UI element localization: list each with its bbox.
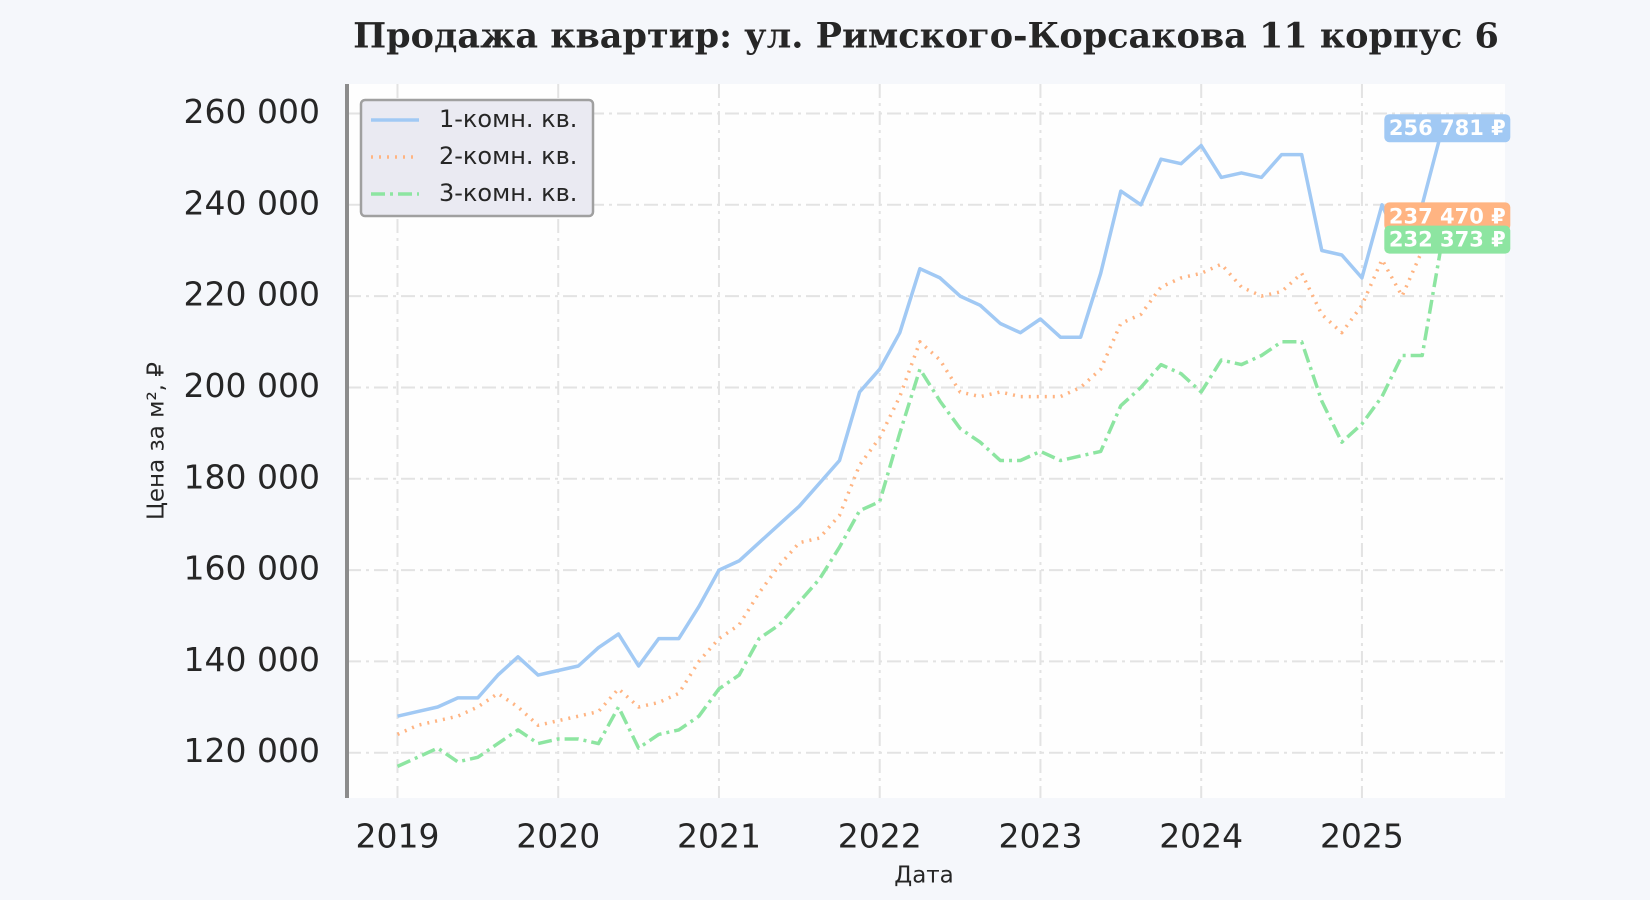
y-tick-label: 260 000 <box>184 92 320 131</box>
end-label-box <box>1384 225 1511 254</box>
legend-label: 2-комн. кв. <box>439 142 577 170</box>
x-tick-label: 2022 <box>838 817 922 856</box>
x-tick-label: 2021 <box>677 817 761 856</box>
end-label: 256 781 ₽ <box>1389 116 1506 140</box>
legend-box <box>359 98 595 218</box>
y-tick-label: 120 000 <box>184 731 320 770</box>
end-label-box <box>1384 202 1511 231</box>
y-axis-label: Цена за м², ₽ <box>144 362 170 520</box>
y-tick-label: 200 000 <box>184 366 320 405</box>
end-label: 232 373 ₽ <box>1389 228 1506 252</box>
y-tick-label: 140 000 <box>184 640 320 679</box>
x-tick-label: 2025 <box>1320 817 1404 856</box>
x-tick-label: 2020 <box>516 817 600 856</box>
chart-title: Продажа квартир: ул. Римского-Корсакова … <box>353 16 1499 57</box>
y-tick-label: 160 000 <box>184 549 320 588</box>
y-tick-label: 220 000 <box>184 275 320 314</box>
legend-label: 3-комн. кв. <box>439 179 577 207</box>
data-line <box>396 215 1444 736</box>
end-label-box <box>1384 114 1511 143</box>
y-tick-label: 180 000 <box>184 457 320 496</box>
x-tick-label: 2024 <box>1159 817 1243 856</box>
data-line <box>397 127 1444 718</box>
x-tick-label: 2023 <box>998 817 1082 856</box>
legend-label: 1-комн. кв. <box>439 105 577 133</box>
y-tick-label: 240 000 <box>184 183 320 222</box>
data-line <box>396 239 1445 768</box>
x-tick-label: 2019 <box>355 817 439 856</box>
end-label: 237 470 ₽ <box>1389 204 1506 228</box>
x-axis-label: Дата <box>894 863 954 889</box>
